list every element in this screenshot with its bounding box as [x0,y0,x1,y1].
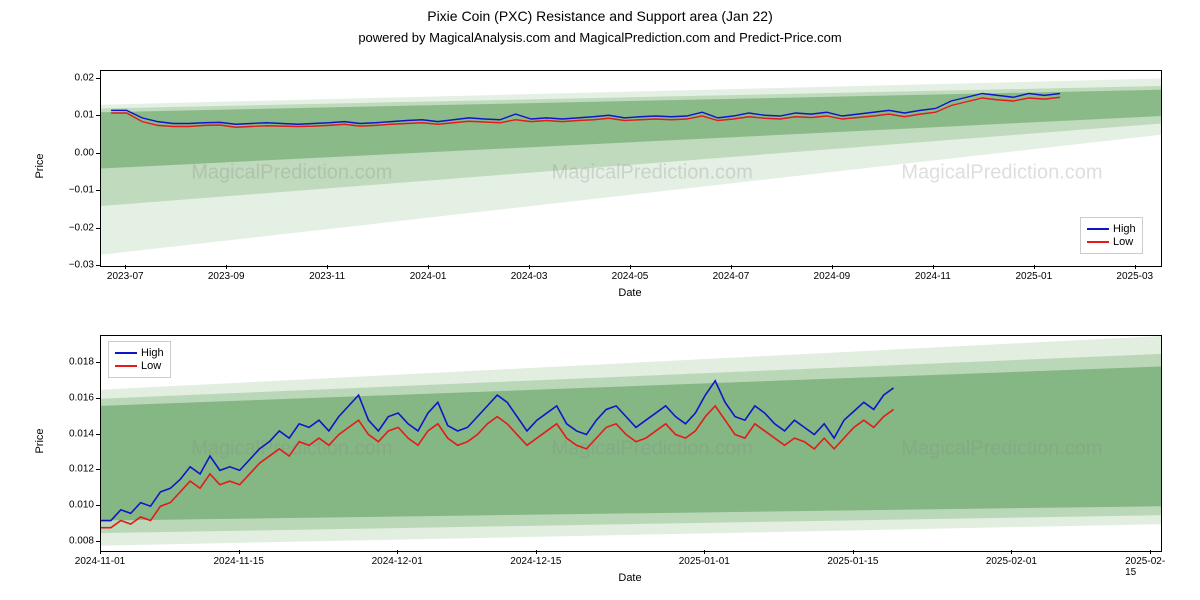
svg-text:MagicalPrediction.com: MagicalPrediction.com [191,437,392,459]
x-tick-label: 2024-01 [410,271,447,282]
legend-color-swatch [115,365,137,367]
svg-text:MagicalPrediction.com: MagicalPrediction.com [552,161,753,183]
y-tick-label: 0.02 [54,72,94,83]
y-tick-label: 0.00 [54,147,94,158]
legend-item: High [1087,223,1136,235]
x-tick-label: 2023-11 [309,271,345,282]
x-tick-label: 2024-11 [915,271,951,282]
x-tick-label: 2024-07 [713,271,750,282]
x-tick-label: 2024-12-15 [510,556,561,567]
figure-container: Pixie Coin (PXC) Resistance and Support … [0,0,1200,600]
legend-item: Low [1087,236,1136,248]
y-tick-label: 0.010 [54,500,94,511]
top-chart-plot-area: MagicalPrediction.com MagicalPrediction.c… [100,70,1162,267]
y-tick-label: 0.008 [54,536,94,547]
x-tick-label: 2024-11-01 [75,556,125,567]
svg-text:MagicalPrediction.com: MagicalPrediction.com [191,161,392,183]
y-tick-label: 0.01 [54,110,94,121]
legend-label: High [141,347,164,359]
x-tick-label: 2023-07 [107,271,144,282]
legend-item: Low [115,360,164,372]
legend-label: High [1113,223,1136,235]
svg-text:MagicalPrediction.com: MagicalPrediction.com [901,437,1102,459]
x-tick-label: 2024-11-15 [213,556,263,567]
x-tick-label: 2024-05 [612,271,649,282]
chart-title: Pixie Coin (PXC) Resistance and Support … [0,8,1200,24]
x-tick-label: 2025-01-01 [679,556,730,567]
top-chart-legend: HighLow [1080,217,1143,254]
x-tick-label: 2024-09 [814,271,851,282]
svg-text:MagicalPrediction.com: MagicalPrediction.com [901,161,1102,183]
legend-label: Low [1113,236,1133,248]
y-tick-label: 0.018 [54,356,94,367]
bottom-chart-legend: HighLow [108,341,171,378]
y-tick-label: −0.03 [54,260,94,271]
y-tick-label: −0.02 [54,222,94,233]
x-tick-label: 2025-03 [1116,271,1153,282]
top-chart-x-label: Date [100,287,1160,299]
x-tick-label: 2023-09 [208,271,245,282]
y-tick-label: 0.014 [54,428,94,439]
bottom-chart-x-label: Date [100,572,1160,584]
x-tick-label: 2024-12-01 [372,556,423,567]
x-tick-label: 2025-02-01 [986,556,1037,567]
y-tick-label: −0.01 [54,185,94,196]
legend-label: Low [141,360,161,372]
top-chart-y-label: Price [34,146,46,186]
x-tick-label: 2024-03 [511,271,548,282]
svg-text:MagicalPrediction.com: MagicalPrediction.com [552,437,753,459]
x-tick-label: 2025-01-15 [827,556,878,567]
legend-item: High [115,347,164,359]
legend-color-swatch [1087,241,1109,243]
y-tick-label: 0.016 [54,392,94,403]
chart-subtitle: powered by MagicalAnalysis.com and Magic… [0,30,1200,45]
y-tick-label: 0.012 [54,464,94,475]
legend-color-swatch [1087,228,1109,230]
x-tick-label: 2025-01 [1015,271,1052,282]
bottom-chart-plot-area: MagicalPrediction.com MagicalPrediction.c… [100,335,1162,552]
legend-color-swatch [115,352,137,354]
bottom-chart-y-label: Price [34,421,46,461]
